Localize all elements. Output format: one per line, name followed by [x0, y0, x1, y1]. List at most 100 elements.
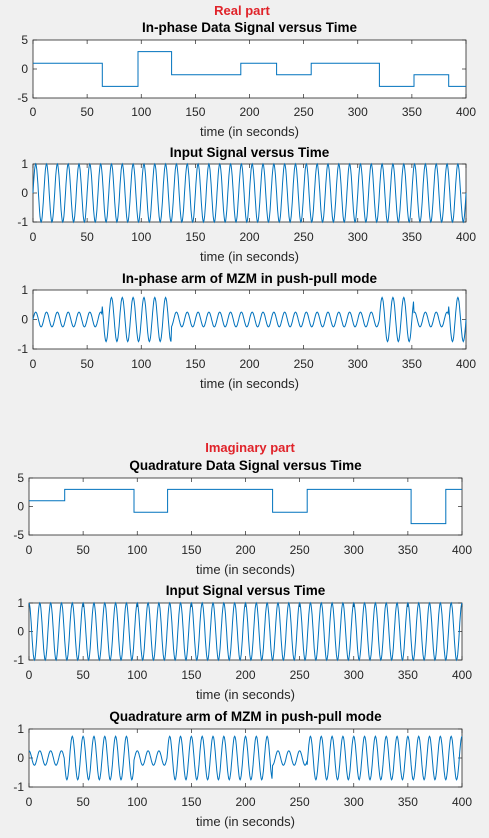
x-tick-label: 150 [181, 795, 201, 809]
x-tick-label: 250 [294, 105, 314, 119]
y-tick-label: 1 [21, 157, 28, 171]
x-tick-label: 50 [76, 795, 90, 809]
x-tick-label: 200 [239, 230, 259, 244]
x-tick-label: 100 [127, 795, 147, 809]
subplot-input-signal-imag: Input Signal versus Time 0 50 100 150 200 250 3… [13, 583, 472, 702]
x-tick-label: 0 [26, 543, 33, 557]
x-tick-label: 150 [185, 357, 205, 371]
x-tick-label: 400 [452, 543, 472, 557]
x-tick-label: 400 [456, 357, 476, 371]
x-tick-label: 0 [30, 105, 37, 119]
x-tick-label: 150 [181, 543, 201, 557]
x-tick-label: 150 [185, 230, 205, 244]
y-tick-label: 0 [21, 62, 28, 76]
x-tick-label: 300 [344, 795, 364, 809]
series-line [32, 296, 467, 343]
x-tick-label: 100 [127, 543, 147, 557]
x-tick-label: 50 [80, 105, 94, 119]
x-tick-label: 0 [26, 668, 33, 682]
chart-title: Quadrature Data Signal versus Time [129, 458, 362, 473]
x-tick-label: 150 [185, 105, 205, 119]
x-tick-label: 50 [76, 543, 90, 557]
x-axis-label: time (in seconds) [200, 124, 299, 139]
y-tick-label: -5 [13, 528, 24, 542]
x-tick-label: 350 [402, 230, 422, 244]
imaginary-part-heading: Imaginary part [205, 440, 295, 455]
x-tick-label: 50 [80, 230, 94, 244]
y-tick-label: 1 [17, 722, 24, 736]
x-tick-label: 400 [452, 795, 472, 809]
x-tick-label: 350 [398, 795, 418, 809]
x-tick-label: 200 [235, 795, 255, 809]
x-tick-label: 300 [348, 230, 368, 244]
x-axis-label: time (in seconds) [200, 249, 299, 264]
series-line [33, 51, 466, 87]
y-tick-label: 0 [17, 751, 24, 765]
plot-area [32, 39, 467, 99]
y-tick-label: -1 [13, 780, 24, 794]
x-tick-label: 300 [348, 357, 368, 371]
x-axis-label: time (in seconds) [196, 687, 295, 702]
x-tick-label: 0 [30, 357, 37, 371]
x-tick-label: 50 [80, 357, 94, 371]
x-tick-label: 50 [76, 668, 90, 682]
plot-area [28, 728, 463, 788]
plot-area [28, 602, 463, 661]
subplot-in-phase-mzm: In-phase arm of MZM in push-pull mode 0 50… [17, 271, 476, 391]
chart-title: In-phase arm of MZM in push-pull mode [122, 271, 377, 286]
y-tick-label: -1 [17, 342, 28, 356]
x-tick-label: 0 [30, 230, 37, 244]
y-tick-label: -1 [13, 653, 24, 667]
y-tick-label: 1 [17, 596, 24, 610]
x-tick-label: 350 [398, 668, 418, 682]
x-tick-label: 0 [26, 795, 33, 809]
x-tick-label: 200 [235, 668, 255, 682]
y-tick-label: 0 [17, 500, 24, 514]
x-tick-label: 200 [235, 543, 255, 557]
x-tick-label: 200 [239, 105, 259, 119]
y-tick-label: 0 [21, 186, 28, 200]
subplot-input-signal-real: Input Signal versus Time 0 50 100 150 200 250 3… [17, 145, 476, 264]
x-tick-label: 400 [456, 105, 476, 119]
x-tick-label: 100 [131, 357, 151, 371]
plot-area [28, 477, 463, 536]
y-tick-label: -1 [17, 215, 28, 229]
x-tick-label: 250 [290, 795, 310, 809]
x-tick-label: 350 [402, 105, 422, 119]
series-line [29, 488, 462, 525]
x-tick-label: 200 [239, 357, 259, 371]
x-tick-label: 300 [344, 668, 364, 682]
y-tick-label: 0 [21, 313, 28, 327]
subplot-quadrature-data: Quadrature Data Signal versus Time 0 50 100… [13, 458, 472, 577]
y-tick-label: 1 [21, 283, 28, 297]
y-tick-label: -5 [17, 91, 28, 105]
x-tick-label: 150 [181, 668, 201, 682]
x-tick-label: 100 [131, 230, 151, 244]
chart-title: Input Signal versus Time [166, 583, 326, 598]
x-tick-label: 250 [294, 357, 314, 371]
x-tick-label: 100 [127, 668, 147, 682]
x-tick-label: 400 [452, 668, 472, 682]
real-part-heading: Real part [214, 3, 270, 18]
x-tick-label: 300 [344, 543, 364, 557]
chart-title: In-phase Data Signal versus Time [142, 20, 358, 35]
y-tick-label: 0 [17, 625, 24, 639]
x-axis-label: time (in seconds) [196, 562, 295, 577]
x-axis-label: time (in seconds) [196, 814, 295, 829]
subplot-quadrature-mzm: Quadrature arm of MZM in push-pull mode 0… [13, 709, 472, 829]
series-line [28, 735, 463, 781]
x-tick-label: 350 [402, 357, 422, 371]
series-line [28, 601, 463, 662]
chart-title: Input Signal versus Time [170, 145, 330, 160]
y-tick-label: 5 [21, 33, 28, 47]
x-tick-label: 300 [348, 105, 368, 119]
x-tick-label: 350 [398, 543, 418, 557]
x-tick-label: 100 [131, 105, 151, 119]
x-tick-label: 250 [290, 543, 310, 557]
x-tick-label: 400 [456, 230, 476, 244]
x-axis-label: time (in seconds) [200, 376, 299, 391]
